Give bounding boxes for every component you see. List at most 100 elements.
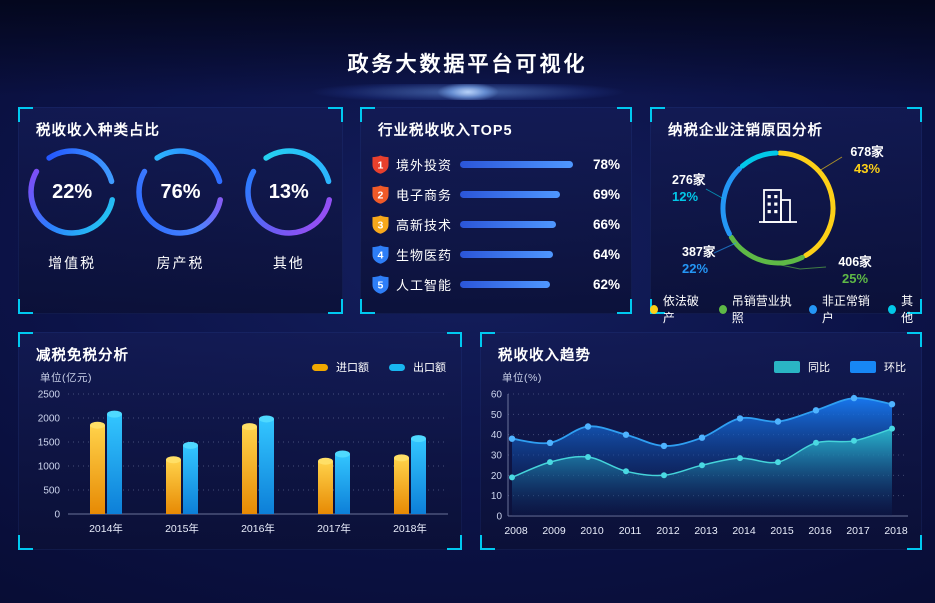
donut-callout: 406家 25% bbox=[826, 255, 884, 287]
corner-bracket bbox=[907, 332, 922, 347]
svg-text:2015: 2015 bbox=[770, 525, 794, 537]
callout-percent: 43% bbox=[853, 160, 881, 176]
top5-row: 5 人工智能 62% bbox=[372, 273, 620, 295]
bar-cap bbox=[90, 421, 105, 429]
bar bbox=[259, 418, 274, 514]
industry-label: 境外投资 bbox=[396, 157, 453, 173]
mom-point bbox=[546, 439, 554, 446]
corner-bracket bbox=[328, 299, 343, 314]
mom-point bbox=[812, 407, 820, 414]
top5-row: 4 生物医药 64% bbox=[372, 243, 620, 265]
top5-row: 2 电子商务 69% bbox=[372, 183, 620, 205]
ring-arc bbox=[28, 168, 116, 236]
donut-chart bbox=[705, 150, 843, 270]
ring-arc bbox=[263, 148, 332, 185]
legend-item[interactable]: 非正常销户 bbox=[808, 292, 874, 326]
ring-percent: 22% bbox=[52, 180, 93, 203]
svg-text:2010: 2010 bbox=[580, 525, 604, 537]
legend-dot-icon bbox=[888, 304, 897, 314]
legend-label: 吊销营业执照 bbox=[731, 294, 792, 325]
svg-text:10: 10 bbox=[491, 491, 503, 502]
legend-swatch-icon bbox=[774, 361, 800, 373]
legend-label: 同比 bbox=[808, 362, 830, 374]
corner-bracket bbox=[360, 107, 375, 122]
chart-legend: 进口额 出口额 bbox=[312, 359, 446, 375]
corner-bracket bbox=[18, 535, 33, 550]
donut-callout: 387家 22% bbox=[682, 245, 734, 277]
svg-text:20: 20 bbox=[491, 471, 503, 482]
header-shade bbox=[0, 0, 935, 96]
bar-cap bbox=[166, 456, 181, 464]
yoy-point bbox=[737, 455, 743, 462]
percent-value: 64% bbox=[592, 246, 620, 262]
yoy-point bbox=[889, 425, 895, 432]
corner-bracket bbox=[907, 299, 922, 314]
donut-segment bbox=[720, 166, 743, 237]
callout-percent: 12% bbox=[672, 188, 699, 204]
callout-line bbox=[770, 262, 827, 270]
bar-track bbox=[460, 220, 605, 228]
page-title: 政务大数据平台可视化 bbox=[347, 53, 588, 76]
legend-item[interactable]: 吊销营业执照 bbox=[718, 292, 795, 326]
svg-text:60: 60 bbox=[491, 390, 503, 401]
svg-text:1000: 1000 bbox=[38, 462, 61, 473]
rank-shield-icon: 1 bbox=[372, 155, 389, 174]
yoy-point bbox=[813, 439, 819, 446]
legend-label: 环比 bbox=[884, 362, 906, 374]
yoy-point bbox=[699, 462, 705, 469]
panel-title: 纳税企业注销原因分析 bbox=[668, 123, 823, 139]
ring-arc bbox=[154, 148, 223, 185]
bar-cap bbox=[335, 450, 350, 458]
mom-point bbox=[736, 415, 744, 422]
svg-text:30: 30 bbox=[491, 451, 503, 462]
legend-item[interactable]: 其他 bbox=[888, 292, 922, 326]
svg-text:2011: 2011 bbox=[619, 525, 642, 537]
ring-chart bbox=[136, 148, 224, 236]
yoy-point bbox=[509, 474, 515, 481]
svg-text:50: 50 bbox=[491, 410, 503, 421]
ring-arc bbox=[136, 168, 224, 236]
bar-cap bbox=[183, 441, 198, 449]
svg-text:2018年: 2018年 bbox=[393, 522, 427, 535]
corner-bracket bbox=[907, 535, 922, 550]
panel-tax-type-share: 税收收入种类占比 22% 增值税 76% 房产税 13% bbox=[18, 107, 343, 314]
legend-label: 其他 bbox=[901, 294, 914, 325]
legend-item[interactable]: 进口额 bbox=[312, 359, 369, 375]
donut-segment bbox=[739, 150, 779, 169]
top5-row: 3 高新技术 66% bbox=[372, 213, 620, 235]
top5-row: 1 境外投资 78% bbox=[372, 153, 620, 175]
legend-item[interactable]: 出口额 bbox=[389, 359, 446, 375]
legend-item[interactable]: 依法破产 bbox=[650, 292, 705, 326]
ring-item: 13% 其他 bbox=[241, 145, 337, 273]
percent-value: 66% bbox=[592, 216, 620, 232]
corner-bracket bbox=[360, 299, 375, 314]
yoy-point bbox=[623, 468, 629, 475]
legend-swatch-icon bbox=[850, 361, 876, 373]
svg-text:2012: 2012 bbox=[656, 525, 680, 537]
bar bbox=[335, 454, 350, 514]
legend-item[interactable]: 同比 bbox=[774, 359, 830, 375]
bar bbox=[183, 445, 198, 514]
ring-chart bbox=[245, 148, 332, 236]
axis-unit-label: 单位(亿元) bbox=[40, 372, 92, 384]
panel-tax-reduction: 减税免税分析 进口额 出口额 单位(亿元) 0 500 1000 1500 2000 25… bbox=[18, 332, 462, 550]
ring-label: 增值税 bbox=[48, 255, 97, 271]
svg-text:5: 5 bbox=[378, 279, 384, 291]
legend-label: 出口额 bbox=[413, 362, 446, 374]
svg-text:2500: 2500 bbox=[38, 390, 61, 401]
bar-cap bbox=[259, 415, 274, 423]
svg-text:2000: 2000 bbox=[38, 414, 61, 425]
bar-cap bbox=[318, 457, 333, 465]
bar-track bbox=[460, 250, 605, 258]
bar-track bbox=[460, 190, 605, 198]
mom-point bbox=[508, 435, 516, 442]
industry-label: 人工智能 bbox=[396, 277, 453, 293]
svg-text:0: 0 bbox=[54, 510, 60, 521]
bar bbox=[394, 457, 409, 514]
corner-bracket bbox=[617, 299, 632, 314]
svg-text:2014年: 2014年 bbox=[89, 522, 123, 535]
industry-label: 高新技术 bbox=[396, 217, 453, 233]
legend-item[interactable]: 环比 bbox=[850, 359, 906, 375]
svg-text:2016年: 2016年 bbox=[241, 522, 275, 535]
